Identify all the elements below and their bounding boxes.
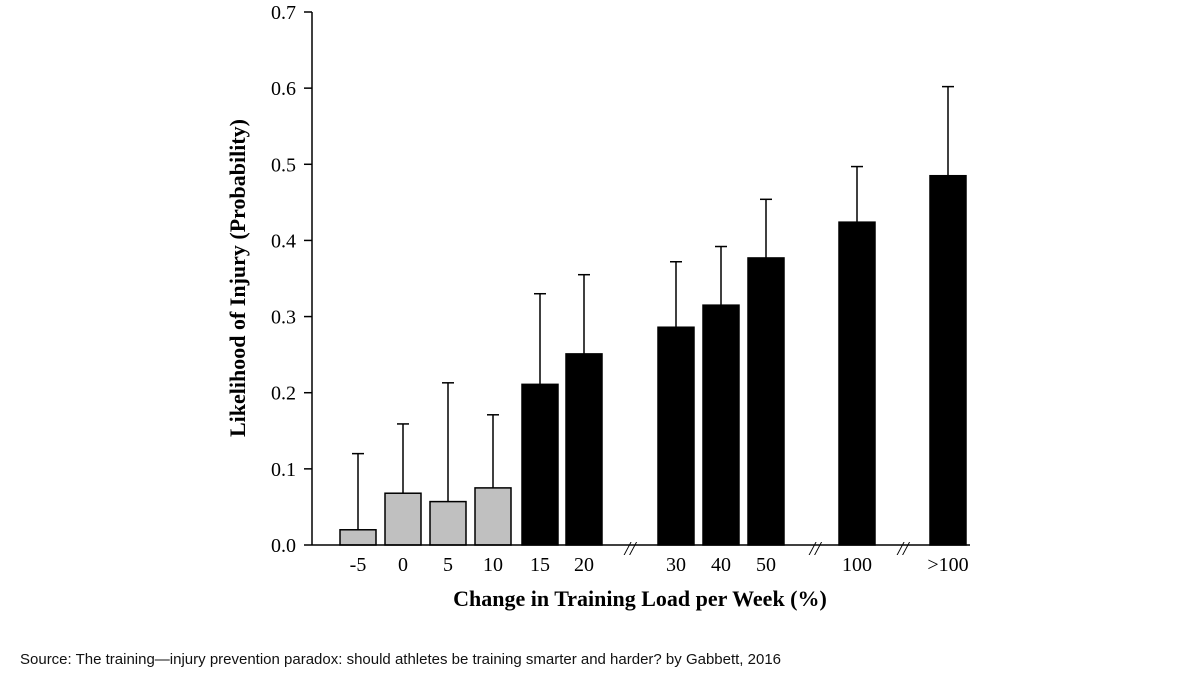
x-tick-label: 10	[483, 554, 503, 576]
x-tick-label: 5	[443, 554, 453, 576]
bar-15	[521, 383, 559, 546]
axis-break-mark: //	[808, 538, 823, 560]
y-tick-label: 0.6	[271, 78, 296, 100]
y-tick-label: 0.5	[271, 154, 296, 176]
y-tick-label: 0.0	[271, 535, 296, 557]
axis-break-mark: //	[896, 538, 911, 560]
x-tick-label: 15	[530, 554, 550, 576]
bar->100	[929, 174, 967, 546]
bar-chart: 0.0 0.1 0.2 0.3 0.4 0.5 0.6 0.7 -5 0 5 10 15 20 30 40 5…	[225, 2, 970, 611]
x-tick-label: 20	[574, 554, 594, 576]
x-tick-label: 50	[756, 554, 776, 576]
bars	[339, 85, 967, 546]
x-tick-label: 100	[842, 554, 872, 576]
y-tick-label: 0.1	[271, 459, 296, 481]
y-tick-label: 0.7	[271, 2, 296, 24]
x-tick-label: 40	[711, 554, 731, 576]
bar-0	[384, 492, 422, 546]
axis-break-mark: //	[623, 538, 638, 560]
bar--5	[339, 529, 377, 546]
bar-30	[657, 326, 695, 546]
y-axis-title: Likelihood of Injury (Probability)	[225, 119, 250, 437]
bar-100	[838, 221, 876, 546]
bar-5	[429, 500, 467, 546]
y-tick-label: 0.2	[271, 383, 296, 405]
bar-20	[565, 353, 603, 546]
y-axis: 0.0 0.1 0.2 0.3 0.4 0.5 0.6 0.7	[271, 2, 313, 557]
y-tick-label: 0.4	[271, 230, 296, 252]
x-axis-title: Change in Training Load per Week (%)	[453, 586, 827, 611]
bar-10	[474, 487, 512, 546]
y-tick-label: 0.3	[271, 307, 296, 329]
source-caption: Source: The training—injury prevention p…	[20, 651, 782, 668]
bar-50	[747, 257, 785, 546]
x-axis: -5 0 5 10 15 20 30 40 50 100 >100 // // //	[312, 538, 970, 576]
x-tick-label: 30	[666, 554, 686, 576]
x-tick-label: 0	[398, 554, 408, 576]
bar-40	[702, 304, 740, 546]
x-tick-label: >100	[927, 554, 968, 576]
x-tick-label: -5	[350, 554, 367, 576]
